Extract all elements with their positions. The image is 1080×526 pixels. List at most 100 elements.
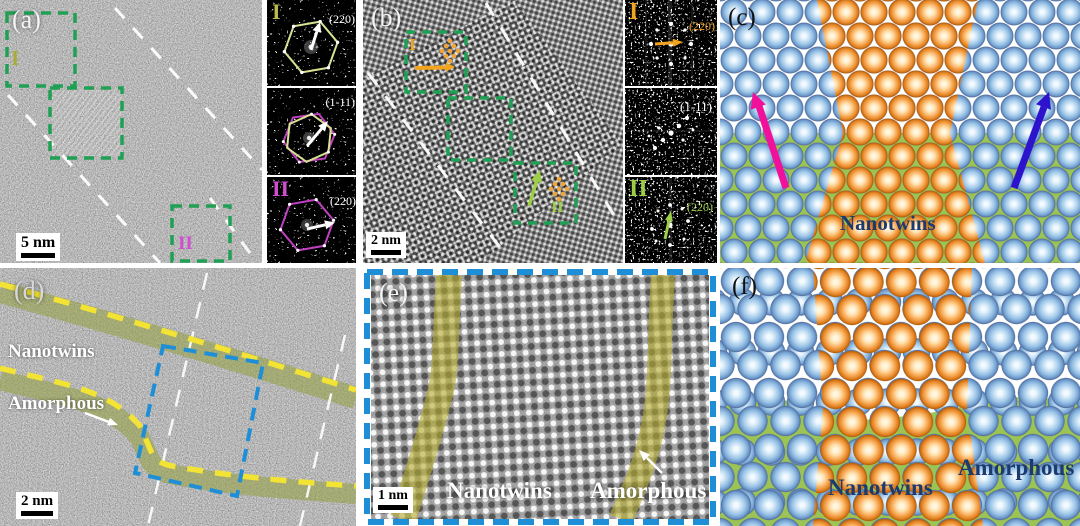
grain-boundary-dashed-line <box>298 334 347 526</box>
diffraction-plane-label: (220) <box>689 19 715 33</box>
region-II-dashed-box <box>513 161 578 225</box>
arrowhead <box>672 38 683 47</box>
panel-a-hrtem: (a) I II 5 nm I (220) <box>0 0 356 263</box>
orange-atom-lattice <box>813 268 983 526</box>
fft-inset-region-I: I (220) <box>267 0 356 86</box>
fft-inset-region-II: II (220) <box>625 177 717 263</box>
scale-bar-label: 2 nm <box>371 233 401 248</box>
arrowhead <box>107 417 118 426</box>
grain-boundary-dashed-line <box>146 272 209 526</box>
amorphous-band-highlight <box>390 275 462 519</box>
fft-pattern <box>267 177 356 263</box>
diffraction-plane-label: (1-11) <box>679 99 712 114</box>
amorphous-label: Amorphous <box>958 455 1075 480</box>
atom-cluster-icon <box>548 176 570 202</box>
panel-e-hrtem-magnified: (e) Nanotwins Amorphous 1 nm <box>363 268 717 526</box>
region-II-label: II <box>551 199 564 216</box>
scale-bar: 2 nm <box>366 232 406 258</box>
panel-d-tem-image: (d) Nanotwins Amorphous 2 nm <box>0 268 356 526</box>
scale-bar: 1 nm <box>373 487 413 513</box>
fft-inset-twin-overlay: (1-11) <box>625 88 717 175</box>
scale-bar-label: 2 nm <box>21 493 54 509</box>
amorphous-pointer-arrow-icon <box>84 411 110 424</box>
panel-f-schematic: (f) Nanotwins Amorphous <box>720 268 1080 526</box>
panel-tag: (b) <box>371 3 402 32</box>
magnified-area-dashed-box <box>132 343 266 499</box>
arrowhead <box>446 62 455 72</box>
pink-arrowhead <box>750 92 766 110</box>
panel-d-hrtem: (d) Nanotwins Amorphous 2 nm <box>0 268 356 526</box>
panel-tag: (a) <box>12 5 41 34</box>
nanotwins-label: Nanotwins <box>840 211 936 235</box>
fft-pattern <box>625 88 717 175</box>
scale-bar-label: 1 nm <box>378 488 408 503</box>
grain-boundary-dashed-line <box>113 6 262 172</box>
diffraction-spots <box>281 112 337 164</box>
panel-a-tem-image: (a) I II 5 nm <box>0 0 262 263</box>
diffraction-plane-label: (220) <box>330 194 356 208</box>
fft-inset-region-II: II (220) <box>267 177 356 263</box>
scale-bar-line <box>21 252 56 258</box>
twin-region-dashed-box <box>48 86 124 160</box>
fft-pattern <box>625 0 717 86</box>
panel-tag: (c) <box>728 4 756 31</box>
fft-region-label: I <box>272 0 281 24</box>
panel-tag: (d) <box>14 276 45 305</box>
amorphous-label: Amorphous <box>8 393 105 414</box>
atom-cluster-icon <box>439 38 461 64</box>
pink-shear-arrow-icon <box>755 104 790 190</box>
panel-c-schematic: (c) Nanotwins <box>720 0 1080 263</box>
diffraction-arrow-icon <box>305 127 323 147</box>
region-I-label: I <box>409 35 416 54</box>
fft-region-label: II <box>629 177 648 202</box>
diffraction-arrowhead <box>318 121 328 132</box>
blue-arrowhead <box>1036 92 1051 110</box>
diffraction-spots <box>282 19 340 75</box>
arrowhead <box>639 450 650 461</box>
grain-boundary-dashed-line <box>484 2 620 223</box>
blue-shear-arrow-icon <box>1010 105 1048 190</box>
region-I-dashed-box <box>5 11 77 88</box>
scale-bar-line <box>21 510 54 516</box>
fft-region-label: I <box>629 0 639 25</box>
magnified-view-dashed-frame <box>364 269 716 525</box>
diffraction-plane-label: (220) <box>329 12 355 26</box>
grain-boundary-dashed-line <box>208 197 254 257</box>
region-II-dashed-box <box>170 204 232 263</box>
panel-b-hrtem: (b) I II 2 nm I (220) <box>363 0 717 263</box>
arrowhead <box>665 211 673 222</box>
scale-bar-label: 5 nm <box>21 234 56 251</box>
nanotwins-label: Nanotwins <box>8 341 95 362</box>
arrowhead <box>531 170 542 184</box>
grain-boundary-dashed-line <box>6 93 162 263</box>
shear-direction-arrow-icon <box>414 65 448 70</box>
scale-bar-line <box>371 249 401 255</box>
panel-d-annotations <box>0 272 356 526</box>
panel-tag: (f) <box>732 273 757 300</box>
scale-bar-line <box>378 504 408 510</box>
region-I-label: I <box>11 46 20 70</box>
region-I-dashed-box <box>404 30 468 94</box>
twin-fringe-texture <box>52 90 122 156</box>
diffraction-arrowhead <box>324 220 335 230</box>
diffraction-spots <box>647 116 695 150</box>
amorphous-band-highlight <box>609 275 675 519</box>
diffraction-arrow-icon <box>309 31 319 51</box>
diffraction-spots <box>278 198 336 252</box>
amorphous-band-highlight <box>0 281 356 409</box>
fft-inset-twin-overlay: (1-11) <box>267 88 356 175</box>
amorphous-label: Amorphous <box>590 478 707 503</box>
panel-b-annotations <box>366 2 620 259</box>
region-II-label: II <box>178 233 193 254</box>
panel-a-annotations <box>5 6 262 263</box>
panel-e-tem-image: (e) Nanotwins Amorphous 1 nm <box>371 275 709 519</box>
amorphous-pointer-arrow-icon <box>646 457 663 474</box>
fft-pattern <box>267 88 356 175</box>
grain-boundary-dashed-line <box>366 72 510 259</box>
diffraction-arrowhead <box>312 22 322 33</box>
amorphous-band-highlight <box>0 370 356 504</box>
scale-bar: 2 nm <box>16 492 59 519</box>
fft-inset-region-I: I (220) <box>625 0 717 86</box>
tem-grain-texture <box>0 0 262 263</box>
